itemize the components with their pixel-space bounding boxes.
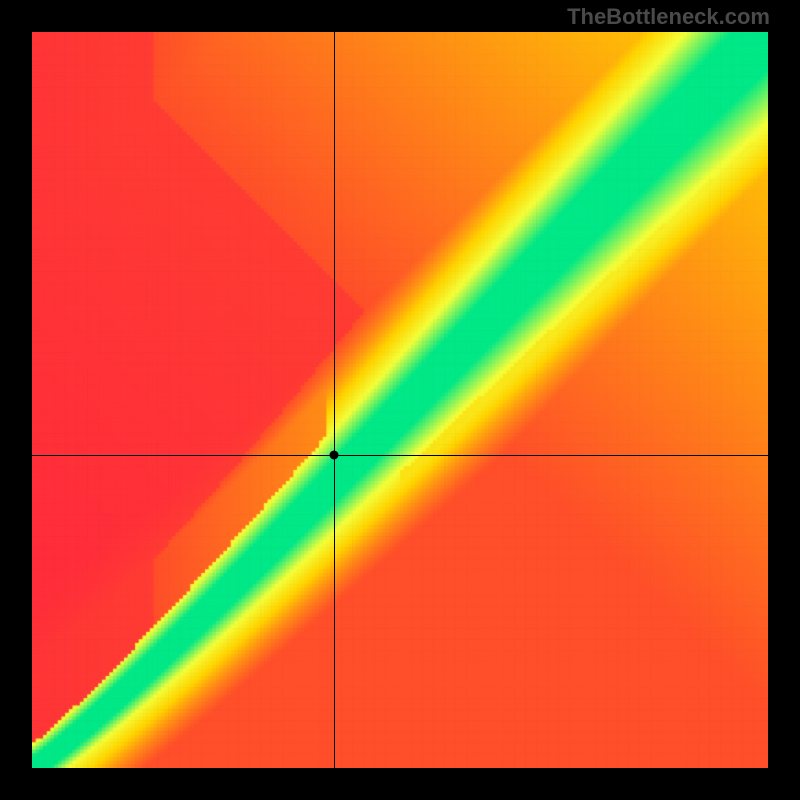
crosshair-vertical — [334, 32, 335, 768]
plot-area — [32, 32, 768, 768]
watermark-text: TheBottleneck.com — [567, 4, 770, 30]
crosshair-marker — [329, 451, 338, 460]
crosshair-horizontal — [32, 455, 768, 456]
heatmap-canvas — [32, 32, 768, 768]
